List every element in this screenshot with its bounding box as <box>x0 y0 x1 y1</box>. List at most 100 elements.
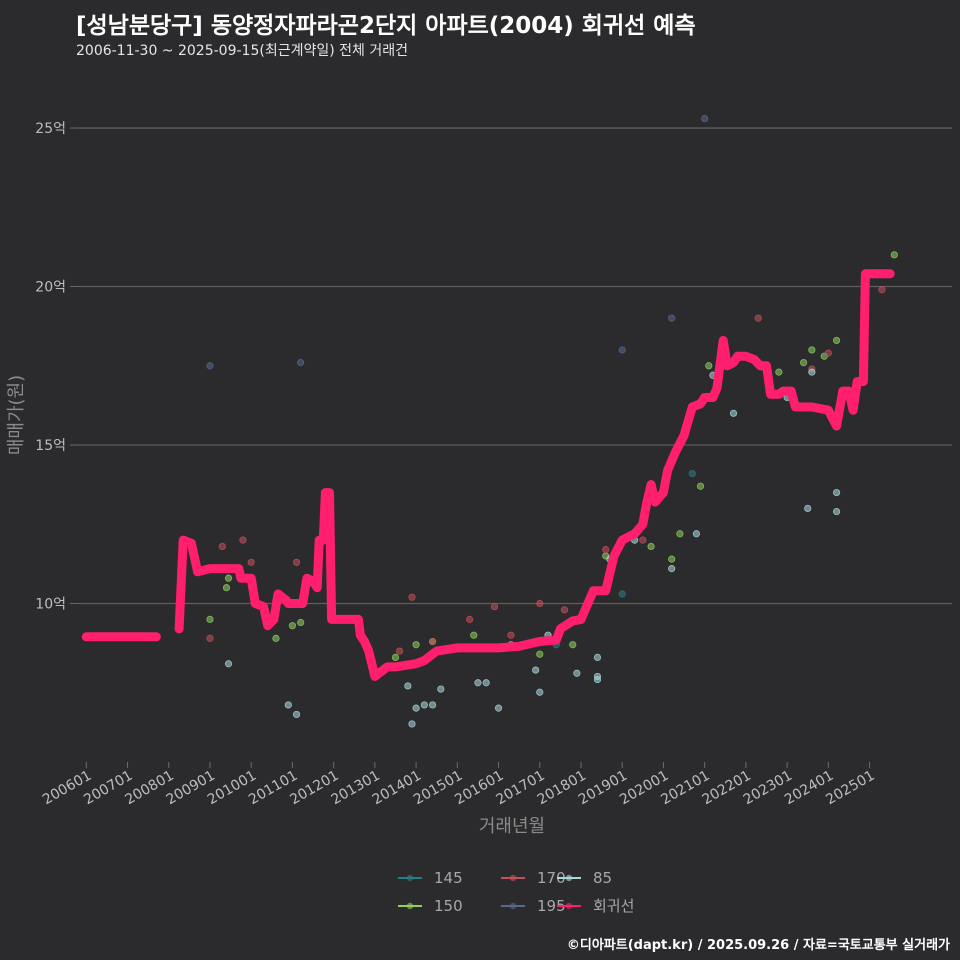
point-150 <box>705 362 713 370</box>
point-150 <box>391 653 400 661</box>
point-85 <box>832 507 841 516</box>
legend-item-195: 195 <box>501 897 566 915</box>
point-195 <box>618 346 626 354</box>
point-170 <box>639 536 647 544</box>
chart-caption: ©디아파트(dapt.kr) / 2025.09.26 / 자료=국토교통부 실… <box>566 938 950 953</box>
point-170 <box>396 647 404 655</box>
grid-lines <box>80 127 952 605</box>
point-145 <box>618 590 626 598</box>
point-85 <box>808 368 816 376</box>
point-85 <box>224 660 233 668</box>
point-170 <box>292 558 301 566</box>
legend-item-150: 150 <box>398 897 463 915</box>
y-tick-label: 10억 <box>35 597 66 613</box>
y-tick-label: 15억 <box>35 438 66 454</box>
point-85 <box>668 565 676 573</box>
point-85 <box>428 701 437 709</box>
point-170 <box>507 631 515 639</box>
regression-segment <box>174 269 895 681</box>
legend-item-85: 85 <box>557 869 612 887</box>
point-150 <box>676 530 684 538</box>
point-150 <box>808 346 816 354</box>
legend-key-dot <box>565 874 573 882</box>
point-170 <box>754 314 762 322</box>
y-tick-label: 25억 <box>35 121 66 137</box>
point-170 <box>560 606 569 614</box>
point-170 <box>247 558 255 566</box>
point-170 <box>218 542 226 551</box>
point-170 <box>878 286 886 294</box>
legend-label: 150 <box>434 897 463 915</box>
point-150 <box>224 574 233 582</box>
point-170 <box>408 593 416 601</box>
point-85 <box>593 653 602 661</box>
point-150 <box>470 631 478 639</box>
point-85 <box>412 704 420 712</box>
legend-key-dot <box>406 874 414 882</box>
regression-line <box>81 269 895 681</box>
legend-key-dot <box>565 902 573 910</box>
point-85 <box>593 675 602 684</box>
point-170 <box>206 634 214 642</box>
point-85 <box>692 530 701 538</box>
point-85 <box>494 704 503 712</box>
point-150 <box>775 368 783 376</box>
y-tick-label: 20억 <box>35 280 66 296</box>
legend-label: 195 <box>537 897 566 915</box>
point-85 <box>420 701 428 709</box>
legend-key-dot <box>406 902 414 910</box>
point-170 <box>466 615 474 623</box>
point-85 <box>832 488 841 497</box>
point-170 <box>428 637 437 646</box>
y-axis: 10억 15억 20억 25억 <box>35 121 80 613</box>
point-150 <box>569 641 577 649</box>
legend: 145 150 170 195 85 회귀선 <box>398 869 634 915</box>
legend-label: 85 <box>593 869 612 887</box>
scatter-points <box>206 114 898 728</box>
point-85 <box>284 701 292 709</box>
point-150 <box>297 618 305 627</box>
point-170 <box>602 546 610 554</box>
x-axis: 2006012007012008012009012010012011012012… <box>40 762 878 808</box>
point-145 <box>688 469 696 478</box>
point-150 <box>668 555 676 563</box>
point-195 <box>668 314 676 322</box>
point-150 <box>696 482 705 490</box>
point-150 <box>222 584 231 592</box>
point-85 <box>729 409 738 417</box>
point-170 <box>824 349 832 357</box>
chart-title: [성남분당구] 동양정자파라곤2단지 아파트(2004) 회귀선 예측 <box>76 13 696 39</box>
y-axis-title: 매매가(원) <box>6 375 27 455</box>
x-axis-title: 거래년월 <box>479 816 545 837</box>
point-195 <box>297 359 305 367</box>
point-195 <box>701 114 709 123</box>
point-170 <box>239 536 247 544</box>
point-85 <box>804 504 812 513</box>
legend-item-회귀선: 회귀선 <box>557 897 634 915</box>
point-150 <box>288 622 297 630</box>
point-150 <box>412 641 420 649</box>
point-85 <box>474 679 482 687</box>
point-150 <box>890 251 898 259</box>
point-150 <box>832 336 841 345</box>
point-170 <box>536 599 544 608</box>
point-150 <box>206 615 214 623</box>
legend-label: 회귀선 <box>593 897 634 915</box>
legend-label: 145 <box>434 869 463 887</box>
legend-key-dot <box>509 902 517 910</box>
point-85 <box>536 688 544 696</box>
point-85 <box>573 669 581 677</box>
point-85 <box>482 679 490 687</box>
legend-label: 170 <box>537 869 566 887</box>
legend-item-145: 145 <box>398 869 463 887</box>
point-85 <box>404 682 412 690</box>
point-150 <box>799 359 808 367</box>
legend-item-170: 170 <box>501 869 566 887</box>
point-150 <box>536 650 544 658</box>
point-150 <box>272 634 280 642</box>
point-195 <box>206 362 214 370</box>
point-85 <box>437 685 445 693</box>
point-85 <box>408 720 416 728</box>
point-85 <box>532 666 540 674</box>
